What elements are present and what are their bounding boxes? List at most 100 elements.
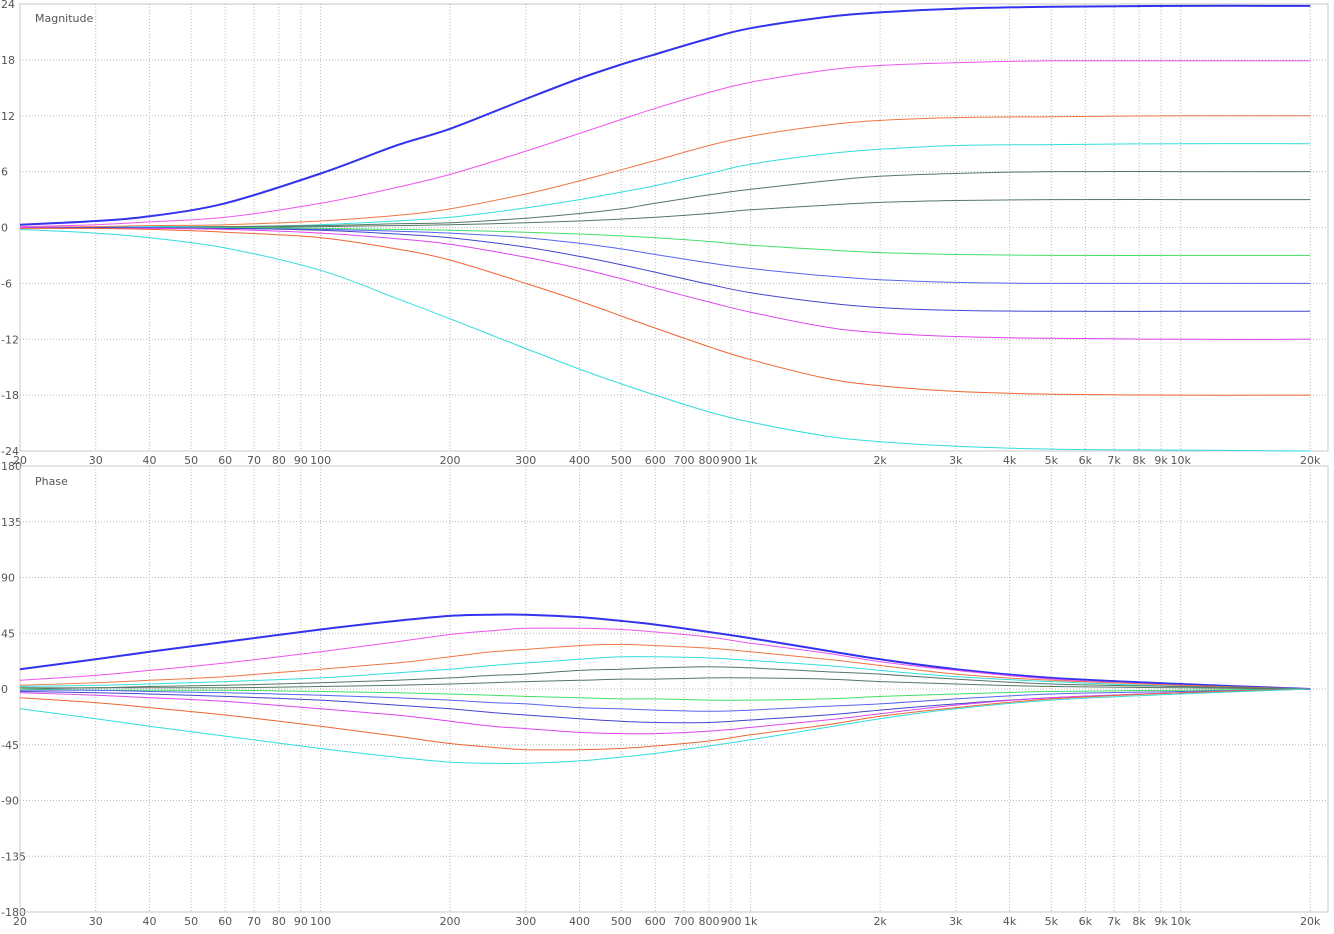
magnitude-series-line-3 [19,115,1311,228]
magnitude-x-tick-label: 4k [1003,454,1017,467]
magnitude-x-tick-label: 1k [744,454,758,467]
phase-series-line-9 [19,688,1311,724]
magnitude-x-tick-label: 6k [1079,454,1093,467]
phase-x-tick-label: 60 [218,915,232,928]
phase-x-tick-label: 900 [720,915,741,928]
phase-y-tick-label: 180 [1,460,22,473]
phase-panel: Phase 20 30 40 50 60 70 80 90 100 200 300 400 500 600… [1,460,1329,928]
magnitude-x-tick-label: 10k [1171,454,1192,467]
magnitude-series-line-12 [19,228,1311,452]
magnitude-y-tick-label: 0 [1,222,8,235]
magnitude-series-line-10 [19,227,1311,340]
magnitude-x-tick-label: 90 [294,454,308,467]
phase-x-tick-label: 80 [272,915,286,928]
phase-x-tick-label: 7k [1107,915,1121,928]
magnitude-x-tick-label: 40 [142,454,156,467]
phase-x-tick-label: 5k [1045,915,1059,928]
magnitude-panel: Magnitude 20 30 40 50 60 70 80 90 100 200 300 400 50… [1,0,1329,467]
magnitude-series-line-1 [19,4,1311,226]
magnitude-x-tick-label: 300 [515,454,536,467]
phase-series-line-11 [19,688,1311,751]
phase-series-line-12 [19,688,1311,765]
phase-series-line-3 [19,643,1311,690]
phase-y-tick-label: 0 [1,683,8,696]
phase-x-tick-label: 3k [949,915,963,928]
phase-x-tick-label: 800 [698,915,719,928]
magnitude-y-tick-label: -12 [1,333,19,346]
magnitude-x-tick-label: 9k [1154,454,1168,467]
phase-x-tick-label: 20k [1300,915,1321,928]
magnitude-y-tick-label: 12 [1,110,15,123]
phase-series-line-1 [19,613,1311,690]
magnitude-x-tick-label: 8k [1132,454,1146,467]
phase-series-line-2 [19,627,1311,690]
phase-y-tick-label: 90 [1,572,15,585]
phase-x-tick-label: 30 [89,915,103,928]
phase-x-tick-label: 9k [1154,915,1168,928]
phase-x-tick-label: 600 [645,915,666,928]
magnitude-x-tick-label: 80 [272,454,286,467]
magnitude-x-tick-label: 600 [645,454,666,467]
magnitude-x-tick-label: 50 [184,454,198,467]
magnitude-x-tick-label: 100 [310,454,331,467]
phase-x-tick-label: 10k [1171,915,1192,928]
phase-series-line-8 [19,688,1311,712]
phase-x-tick-label: 4k [1003,915,1017,928]
magnitude-x-tick-label: 800 [698,454,719,467]
magnitude-x-tick-label: 70 [247,454,261,467]
magnitude-x-tick-label: 20 [13,454,27,467]
magnitude-x-tick-label: 500 [611,454,632,467]
phase-x-tick-label: 50 [184,915,198,928]
phase-x-tick-label: 6k [1079,915,1093,928]
magnitude-x-tick-label: 200 [440,454,461,467]
phase-x-tick-label: 8k [1132,915,1146,928]
phase-x-tick-label: 1k [744,915,758,928]
phase-x-tick-label: 2k [873,915,887,928]
magnitude-x-tick-label: 60 [218,454,232,467]
phase-x-tick-label: 500 [611,915,632,928]
magnitude-series-line-5 [19,170,1311,229]
phase-y-tick-label: 135 [1,516,22,529]
phase-x-tick-label: 700 [674,915,695,928]
phase-y-tick-label: 45 [1,627,15,640]
magnitude-y-tick-label: 6 [1,166,8,179]
phase-x-tick-label: 300 [515,915,536,928]
magnitude-x-tick-label: 30 [89,454,103,467]
magnitude-x-tick-label: 20k [1300,454,1321,467]
magnitude-x-tick-label: 5k [1045,454,1059,467]
phase-y-tick-label: -135 [1,850,26,863]
magnitude-x-tick-label: 2k [873,454,887,467]
magnitude-y-tick-label: -6 [1,277,12,290]
phase-x-tick-label: 200 [440,915,461,928]
phase-x-tick-label: 400 [569,915,590,928]
magnitude-series-line-6 [19,199,1311,229]
phase-y-tick-label: -45 [1,739,19,752]
magnitude-series-line-11 [19,227,1311,396]
phase-series-line-7 [19,688,1311,701]
phase-x-tick-label: 100 [310,915,331,928]
phase-series-line-5 [19,666,1311,690]
phase-x-tick-label: 70 [247,915,261,928]
magnitude-x-tick-label: 400 [569,454,590,467]
phase-x-tick-label: 40 [142,915,156,928]
magnitude-x-tick-label: 900 [720,454,741,467]
magnitude-y-tick-label: -24 [1,445,19,458]
phase-y-tick-label: -90 [1,795,19,808]
magnitude-series-line-9 [19,226,1311,312]
phase-series-line-4 [19,656,1311,690]
phase-x-tick-label: 90 [294,915,308,928]
phase-x-tick-label: 20 [13,915,27,928]
magnitude-x-tick-label: 700 [674,454,695,467]
magnitude-y-tick-label: 24 [1,0,15,11]
magnitude-x-tick-label: 7k [1107,454,1121,467]
magnitude-y-tick-label: -18 [1,389,19,402]
magnitude-title: Magnitude [35,12,94,25]
phase-series-line-6 [19,677,1311,690]
magnitude-series-line-4 [19,143,1311,229]
magnitude-series-line-2 [19,60,1311,228]
magnitude-y-tick-label: 18 [1,54,15,67]
magnitude-series-line-7 [19,226,1311,256]
phase-series-line-10 [19,688,1311,735]
